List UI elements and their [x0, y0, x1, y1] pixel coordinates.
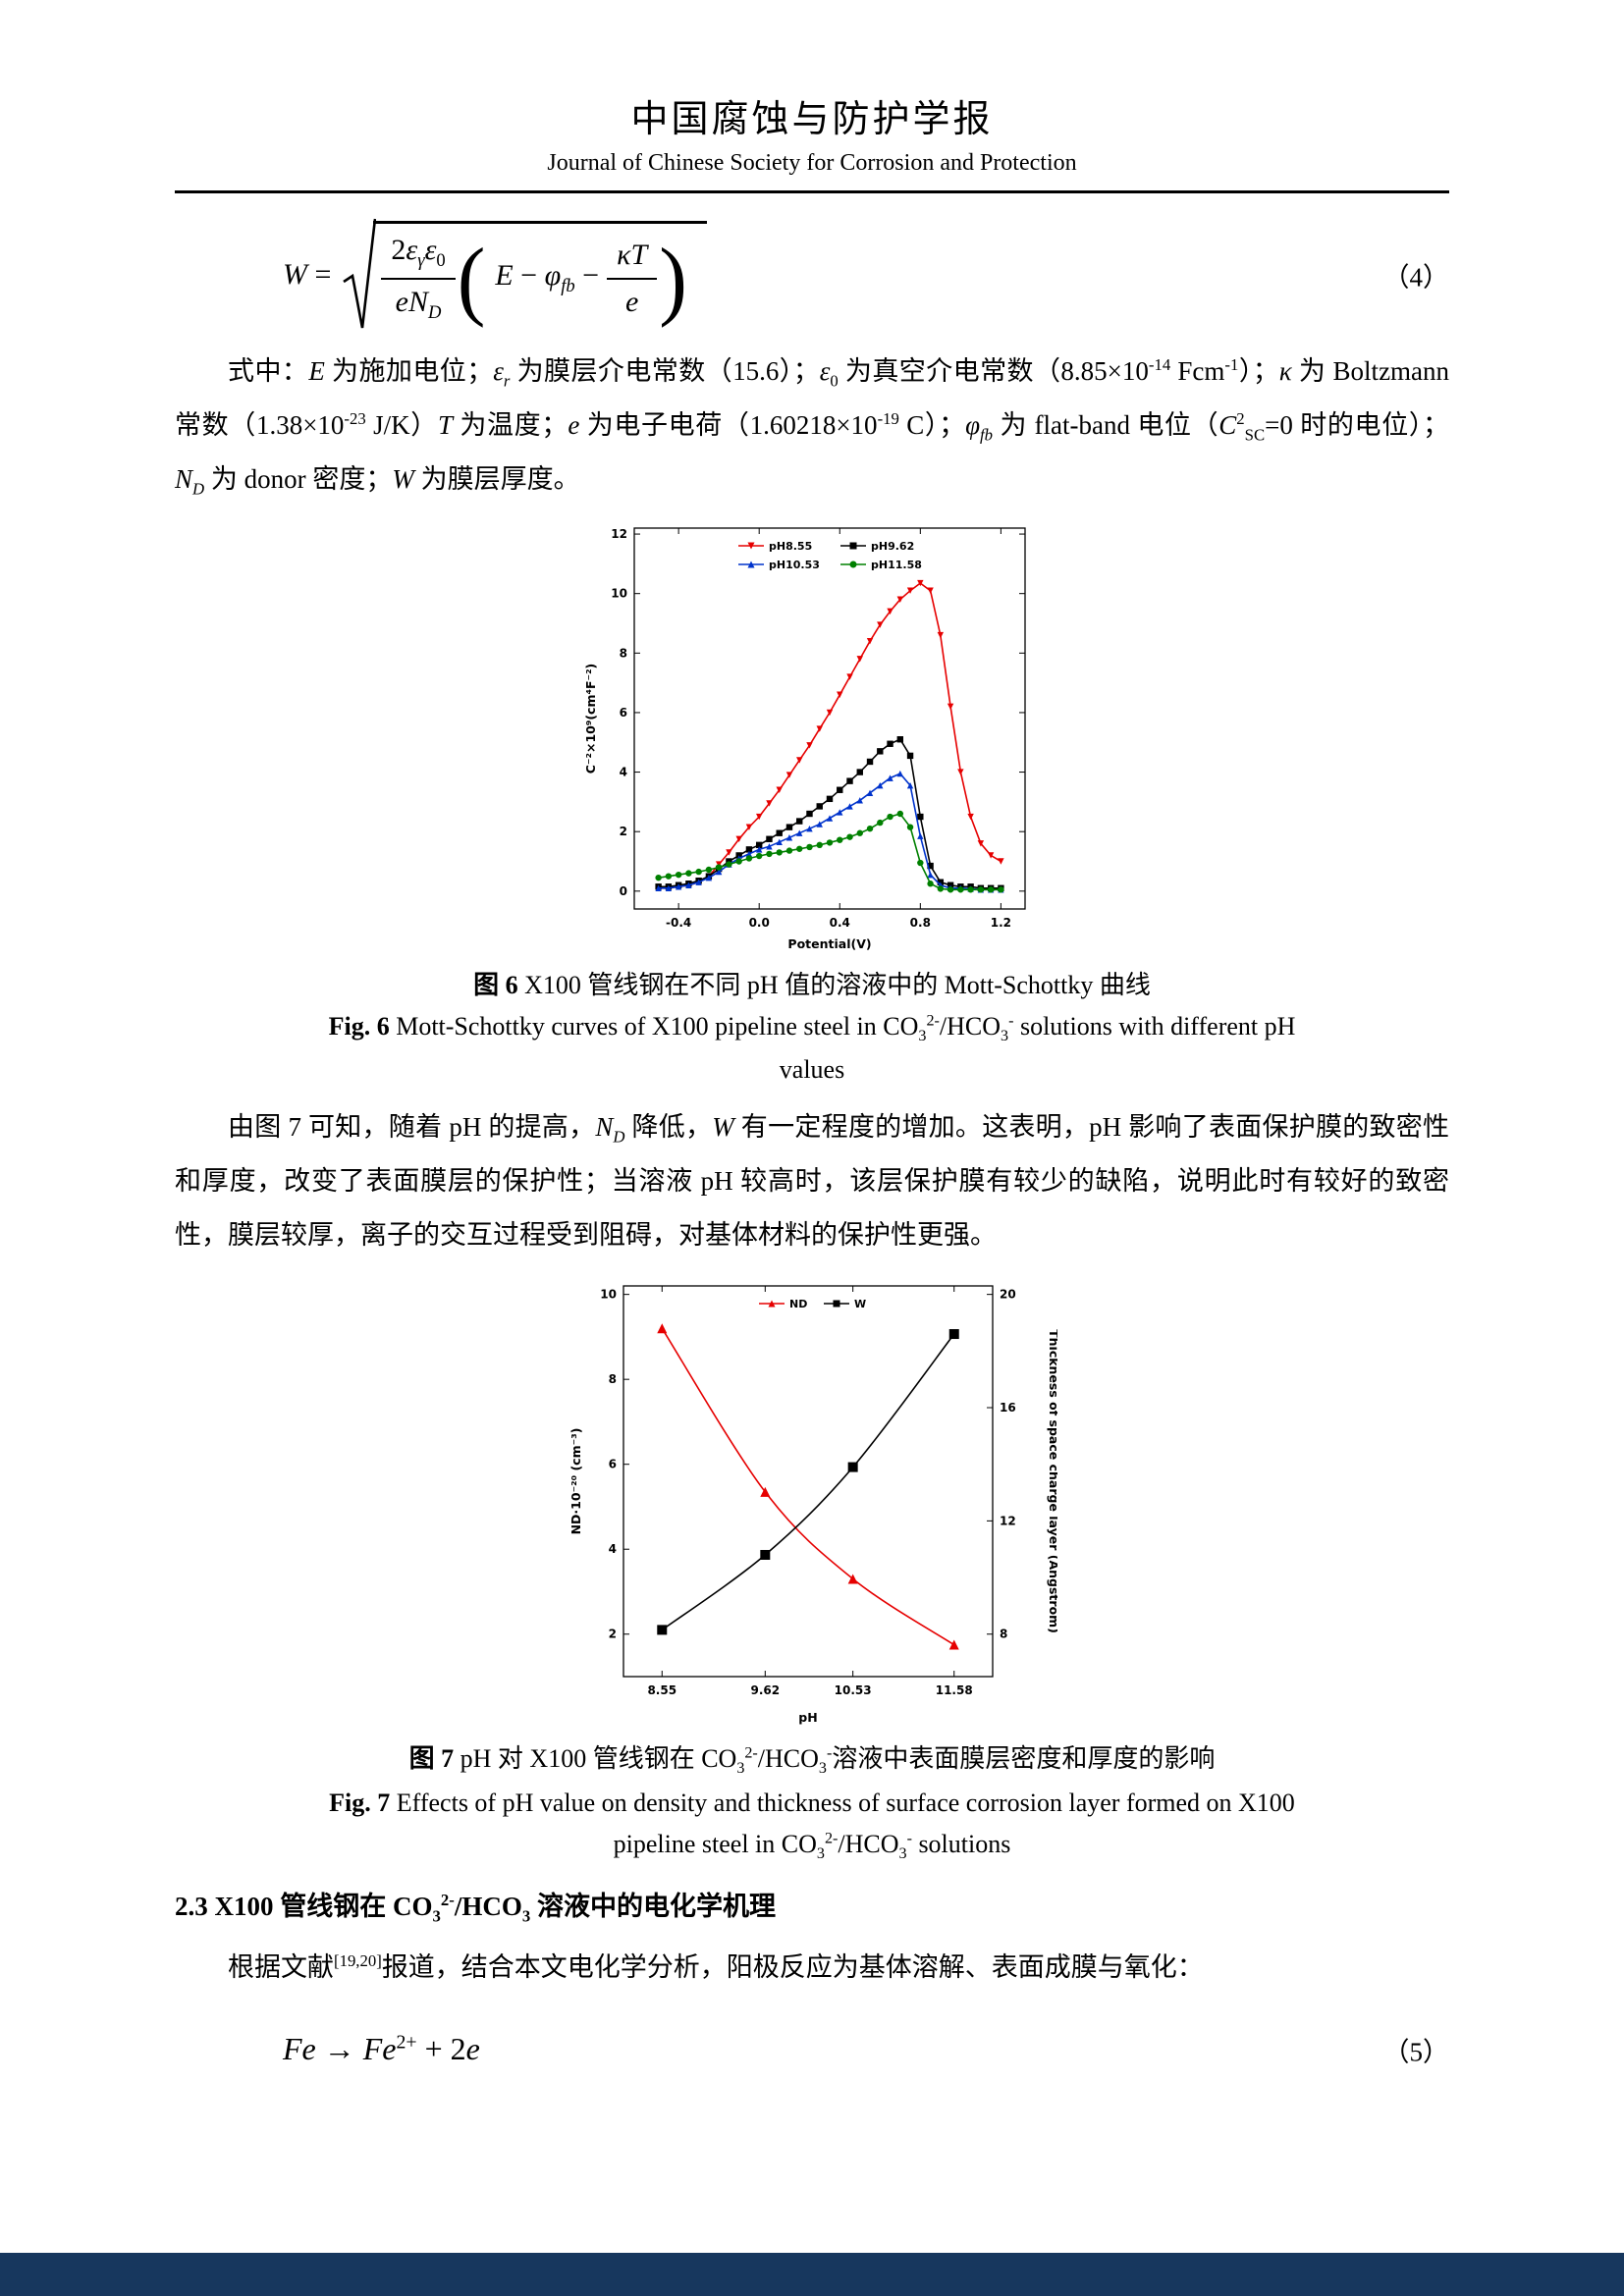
figure-7-caption-zh: 图 7 pH 对 X100 管线钢在 CO32-/HCO3-溶液中表面膜层密度和…	[408, 1744, 1216, 1778]
svg-text:10.53: 10.53	[835, 1683, 872, 1697]
equation-4-number: （4）	[1382, 262, 1450, 293]
svg-text:pH8.55: pH8.55	[769, 540, 812, 553]
radical-sign	[343, 217, 377, 333]
svg-text:Potential(V): Potential(V)	[787, 936, 871, 951]
svg-text:9.62: 9.62	[751, 1683, 781, 1697]
svg-text:8: 8	[620, 647, 627, 661]
svg-text:10: 10	[611, 587, 627, 601]
svg-text:12: 12	[611, 527, 627, 541]
footer-bar	[0, 2253, 1624, 2296]
svg-text:0.0: 0.0	[749, 916, 770, 930]
equation-5-formula: Fe → Fe2+ + 2e	[283, 2031, 480, 2067]
paragraph-anodic-reaction: 根据文献[19,20]报道，结合本文电化学分析，阳极反应为基体溶解、表面成膜与氧…	[228, 1950, 1204, 1982]
figure-7-caption-en-line1: Fig. 7 Effects of pH value on density an…	[329, 1788, 1295, 1817]
svg-text:-0.4: -0.4	[666, 916, 691, 930]
svg-text:ND·10⁻²⁰ (cm⁻³): ND·10⁻²⁰ (cm⁻³)	[568, 1428, 583, 1535]
figure-7: 8.55 9.62 10.53 11.58 2 4 6 8 10 8 12 16 20 pH ND·10⁻²…	[175, 1270, 1449, 1736]
svg-text:pH10.53: pH10.53	[769, 559, 820, 571]
svg-text:4: 4	[609, 1543, 617, 1557]
figure-6: -0.4 0.0 0.4 0.8 1.2 0 2 4 6 8 10 12 Potential(V) C⁻²…	[175, 514, 1449, 963]
svg-text:8.55: 8.55	[647, 1683, 677, 1697]
outer-fraction-numerator: 2εγε0	[381, 234, 456, 280]
svg-text:8: 8	[609, 1373, 617, 1387]
radical-glyph	[343, 218, 377, 329]
svg-text:8: 8	[1000, 1628, 1007, 1641]
figure-6-caption-zh: 图 6 X100 管线钢在不同 pH 值的溶液中的 Mott-Schottky …	[473, 971, 1151, 1000]
svg-text:C⁻²×10⁹(cm⁴F⁻²): C⁻²×10⁹(cm⁴F⁻²)	[583, 664, 598, 774]
svg-text:11.58: 11.58	[936, 1683, 973, 1697]
svg-text:0.4: 0.4	[830, 916, 850, 930]
paragraph-variable-definitions: 式中：E 为施加电位；εr 为膜层介电常数（15.6）；ε0 为真空介电常数（8…	[175, 355, 1450, 499]
figure-6-caption-en: Fig. 6 Mott-Schottky curves of X100 pipe…	[328, 1011, 1296, 1045]
svg-text:Thickness of space charge laye: Thickness of space charge layer (Angstro…	[1047, 1330, 1057, 1634]
figure-7-caption-en-line2: pipeline steel in CO32-/HCO3- solutions	[613, 1829, 1011, 1862]
inner-fraction-denominator: e	[624, 285, 639, 318]
svg-text:12: 12	[1000, 1515, 1016, 1528]
journal-title-en: Journal of Chinese Society for Corrosion…	[547, 150, 1077, 176]
svg-text:6: 6	[620, 706, 627, 720]
section-2-3-heading: 2.3 X100 管线钢在 CO32-/HCO3 溶液中的电化学机理	[175, 1891, 776, 1926]
equation-5: Fe → Fe2+ + 2e （5）	[283, 2024, 1449, 2075]
journal-header: 中国腐蚀与防护学报 Journal of Chinese Society for…	[0, 0, 1624, 193]
svg-text:pH9.62: pH9.62	[871, 540, 914, 553]
paragraph-figure-7-discussion: 由图 7 可知，随着 pH 的提高，ND 降低，W 有一定程度的增加。这表明，p…	[175, 1112, 1450, 1251]
svg-text:1.2: 1.2	[991, 916, 1011, 930]
svg-text:2: 2	[620, 825, 627, 838]
equation-4-radicand: 2εγε0 eND ( E − φfb − κT e )	[373, 220, 707, 330]
outer-fraction-denominator: eND	[395, 285, 442, 323]
mott-schottky-chart: -0.4 0.0 0.4 0.8 1.2 0 2 4 6 8 10 12 Potential(V) C⁻²…	[581, 514, 1043, 959]
svg-text:20: 20	[1000, 1288, 1016, 1302]
inner-fraction-numerator: κT	[607, 239, 658, 280]
svg-text:pH: pH	[798, 1710, 817, 1725]
inner-fraction: κT e	[607, 239, 658, 319]
svg-text:10: 10	[600, 1288, 617, 1302]
svg-text:2: 2	[609, 1628, 617, 1641]
svg-text:0.8: 0.8	[910, 916, 931, 930]
page-content: W = 2εγε0 eND ( E − φfb − κT e ) （4）	[0, 217, 1624, 2075]
equation-4-lhs: W =	[283, 258, 332, 291]
svg-text:4: 4	[620, 766, 627, 779]
svg-text:pH11.58: pH11.58	[871, 559, 922, 571]
equation-5-number: （5）	[1382, 2037, 1450, 2067]
paren-body: E − φfb −	[495, 259, 600, 296]
ph-density-thickness-chart: 8.55 9.62 10.53 11.58 2 4 6 8 10 8 12 16 20 pH ND·10⁻²…	[567, 1270, 1061, 1733]
svg-text:W: W	[854, 1298, 866, 1310]
svg-text:6: 6	[609, 1458, 617, 1471]
svg-text:0: 0	[620, 884, 627, 898]
svg-text:16: 16	[1000, 1401, 1016, 1415]
header-rule	[175, 190, 1449, 193]
equation-4: W = 2εγε0 eND ( E − φfb − κT e ) （4）	[283, 217, 1449, 333]
outer-fraction: 2εγε0 eND	[381, 234, 456, 324]
svg-text:ND: ND	[789, 1298, 807, 1310]
journal-title-zh: 中国腐蚀与防护学报	[630, 99, 994, 140]
figure-6-caption-en-line2: values	[779, 1055, 845, 1085]
